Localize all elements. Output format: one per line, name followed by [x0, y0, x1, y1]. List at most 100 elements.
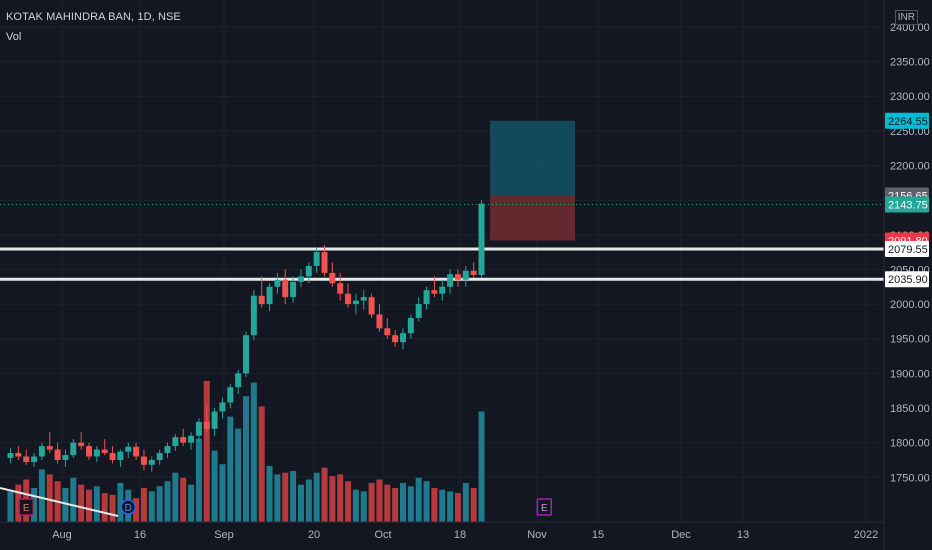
price-label-bg: [885, 112, 929, 129]
candle-body: [125, 446, 132, 452]
candle-body: [337, 283, 344, 294]
volume-bar: [352, 489, 359, 522]
time-axis-bg: [0, 522, 884, 550]
time-tick-label: Nov: [527, 529, 547, 541]
candle-body: [470, 270, 477, 275]
volume-bar: [305, 479, 312, 522]
candle-body: [407, 317, 414, 334]
volume-bar: [164, 481, 171, 522]
candle-body: [274, 279, 281, 287]
time-tick-label: Dec: [671, 529, 691, 541]
volume-bar: [297, 484, 304, 522]
volume-bars: [7, 380, 485, 522]
price-tick-label: 1850.00: [890, 403, 930, 415]
volume-bar: [282, 472, 289, 522]
long-position-tool[interactable]: [490, 120, 575, 241]
volume-bar: [227, 416, 234, 522]
candle-body: [454, 274, 461, 280]
candle-body: [101, 449, 108, 454]
price-label-bg: [885, 271, 929, 288]
price-tick-label: 2000.00: [890, 299, 930, 311]
candle-body: [282, 279, 289, 298]
volume-bar: [384, 484, 391, 522]
candle-body: [352, 300, 359, 305]
price-label: 2264.55: [888, 116, 928, 128]
candle-body: [250, 295, 257, 336]
price-label: 2035.90: [888, 274, 928, 286]
volume-bar: [93, 486, 100, 522]
candle-body: [258, 295, 265, 305]
volume-bar: [274, 474, 281, 522]
time-tick-label: Sep: [214, 529, 234, 541]
candle-body: [109, 453, 116, 460]
volume-bar: [156, 486, 163, 522]
candle-body: [345, 293, 352, 305]
event-label: D: [125, 503, 132, 514]
candle-body: [133, 446, 140, 457]
volume-bar: [439, 489, 446, 522]
candle-body: [431, 290, 438, 294]
volume-bar: [46, 474, 53, 522]
volume-bar: [266, 465, 273, 522]
volume-bar: [258, 406, 265, 522]
price-tick-label: 2300.00: [890, 91, 930, 103]
candle-body: [384, 328, 391, 336]
volume-bar: [211, 450, 218, 522]
volume-bar: [360, 491, 367, 522]
candle-body: [46, 446, 53, 450]
time-axis[interactable]: Aug 16 Sep 20 Oct 18 Nov 15 Dec 13 2022: [0, 0, 885, 550]
volume-bar: [219, 464, 226, 522]
volume-bar: [345, 481, 352, 522]
currency-badge[interactable]: INR: [894, 10, 918, 25]
candle-body: [93, 449, 100, 457]
candle-body: [360, 297, 367, 301]
candle-body: [376, 314, 383, 329]
candle-body: [172, 437, 179, 447]
volume-bar: [250, 382, 257, 522]
volume-bar: [329, 476, 336, 522]
volume-indicator-label[interactable]: Vol: [6, 31, 22, 43]
volume-bar: [470, 488, 477, 522]
trendline[interactable]: [0, 487, 119, 517]
time-tick-label: 18: [454, 529, 466, 541]
volume-bar: [31, 488, 38, 522]
price-label-bg: [885, 196, 929, 213]
volume-bar: [243, 396, 249, 522]
candle-body: [439, 286, 446, 294]
volume-bar: [462, 482, 469, 522]
candle-body: [329, 272, 336, 284]
candle-body: [400, 333, 406, 343]
candle-body: [392, 335, 399, 343]
volume-bar: [478, 411, 485, 522]
symbol-title[interactable]: KOTAK MAHINDRA BAN, 1D, NSE: [6, 11, 181, 23]
price-tick-label: 2350.00: [890, 57, 930, 69]
candle-body: [290, 281, 297, 298]
volume-bar: [321, 467, 328, 522]
stop-zone: [490, 195, 575, 241]
volume-bar: [447, 491, 454, 522]
price-tick-label: 2200.00: [890, 161, 930, 173]
volume-bar: [188, 484, 195, 522]
volume-bar: [203, 380, 210, 522]
candle-body: [180, 437, 187, 443]
horizontal-levels[interactable]: [0, 203, 884, 281]
volume-bar: [109, 494, 116, 522]
candle-body: [62, 455, 69, 460]
candle-body: [15, 453, 22, 457]
candle-body: [140, 456, 147, 465]
volume-bar: [101, 493, 108, 522]
candle-body: [78, 442, 85, 447]
candlestick-series: [7, 200, 485, 472]
candle-body: [423, 290, 430, 305]
candle-body: [368, 297, 375, 315]
candle-body: [447, 274, 454, 287]
price-tick-label: 1750.00: [890, 472, 930, 484]
candle-body: [148, 459, 155, 465]
candle-body: [188, 435, 195, 443]
candle-body: [117, 451, 124, 460]
time-tick-label: 13: [737, 529, 749, 541]
volume-bar: [235, 428, 242, 522]
candle-body: [227, 387, 234, 403]
